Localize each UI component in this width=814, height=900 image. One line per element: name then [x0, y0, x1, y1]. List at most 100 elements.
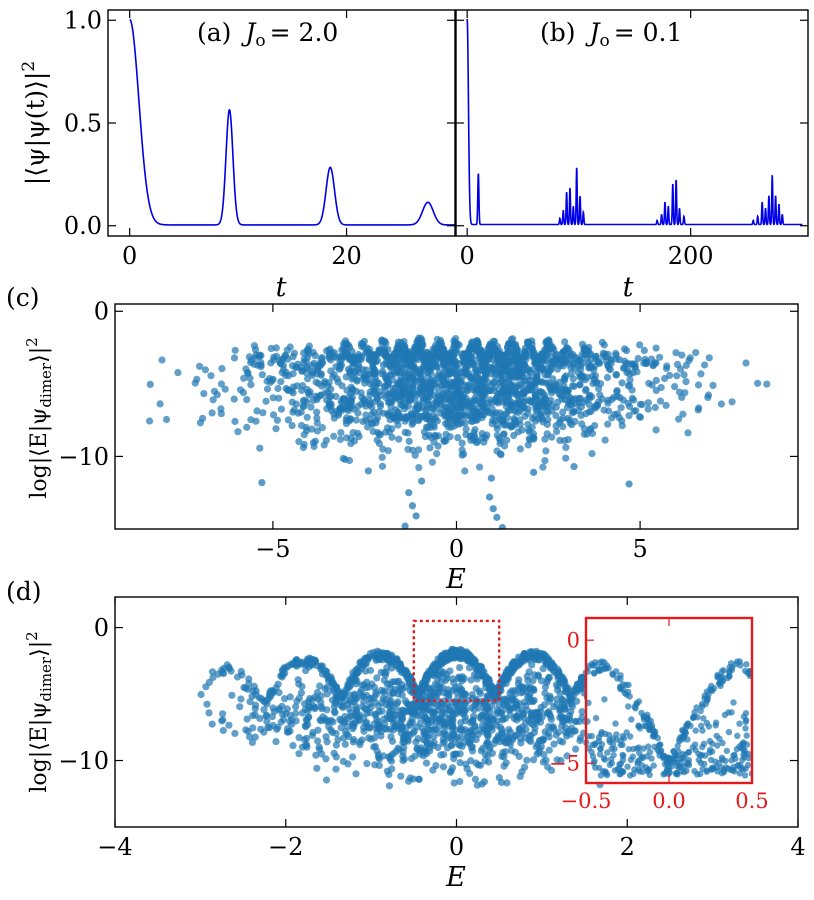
- y-tick-label: 0: [94, 614, 109, 642]
- scatter-point: [390, 351, 398, 359]
- scatter-point: [289, 742, 297, 750]
- scatter-point: [405, 777, 413, 785]
- scatter-point: [283, 725, 292, 733]
- inset-point: [694, 771, 701, 778]
- inset-point: [746, 668, 752, 675]
- inset-point: [634, 745, 641, 752]
- scatter-point: [480, 361, 488, 369]
- scatter-point: [379, 361, 387, 369]
- scatter-point: [310, 442, 318, 451]
- scatter-point: [612, 371, 621, 379]
- scatter-point: [395, 435, 403, 443]
- series-line: [129, 18, 455, 226]
- scatter-point: [337, 429, 345, 437]
- scatter-point: [454, 674, 463, 683]
- scatter-point: [541, 371, 549, 379]
- inset-point: [724, 674, 731, 682]
- scatter-point: [270, 356, 278, 364]
- scatter-point: [681, 389, 689, 397]
- scatter-point: [446, 768, 454, 776]
- scatter-point: [546, 341, 555, 349]
- inset-point: [680, 755, 688, 762]
- scatter-point: [332, 363, 340, 371]
- scatter-point: [428, 458, 436, 466]
- panel-d-frame: [114, 596, 799, 828]
- scatter-point: [174, 369, 182, 377]
- scatter-point: [295, 734, 303, 742]
- scatter-point: [583, 346, 591, 354]
- scatter-point: [397, 719, 405, 727]
- scatter-point: [354, 409, 362, 417]
- scatter-point: [348, 720, 357, 728]
- scatter-point: [467, 676, 475, 684]
- scatter-point: [205, 709, 213, 717]
- scatter-point: [428, 405, 437, 413]
- inset-point: [744, 761, 752, 769]
- inset-point: [685, 749, 692, 756]
- scatter-point: [496, 409, 504, 417]
- scatter-point: [482, 703, 490, 711]
- scatter-point: [396, 350, 404, 359]
- scatter-point: [616, 394, 624, 402]
- x-tick-label: 4: [790, 833, 805, 861]
- scatter-point: [656, 397, 665, 405]
- scatter-point: [426, 444, 434, 452]
- scatter-point: [514, 679, 523, 688]
- scatter-point: [576, 381, 584, 389]
- series-line: [466, 18, 803, 226]
- scatter-point: [325, 379, 333, 387]
- scatter-point: [541, 728, 549, 736]
- scatter-point: [322, 776, 331, 784]
- scatter-point: [380, 676, 388, 684]
- scatter-point: [524, 420, 532, 428]
- inset-point: [635, 723, 642, 730]
- inset-point: [730, 699, 737, 706]
- scatter-point: [404, 730, 413, 738]
- inset-point: [611, 745, 618, 753]
- scatter-point: [521, 719, 530, 727]
- scatter-point: [332, 765, 340, 773]
- scatter-point: [754, 379, 762, 387]
- scatter-point: [578, 708, 586, 716]
- scatter-point: [473, 781, 481, 789]
- scatter-point: [146, 417, 154, 425]
- scatter-point: [516, 406, 525, 415]
- inset-point: [616, 761, 623, 768]
- scatter-point: [478, 430, 486, 438]
- scatter-point: [450, 378, 458, 386]
- inset-point: [703, 768, 710, 775]
- scatter-point: [493, 447, 501, 455]
- scatter-point: [301, 396, 309, 404]
- scatter-point: [303, 369, 311, 377]
- scatter-point: [604, 420, 612, 428]
- scatter-point: [399, 748, 407, 756]
- scatter-point: [432, 762, 440, 770]
- inset-point: [621, 690, 628, 697]
- scatter-point: [381, 696, 389, 704]
- scatter-point: [375, 721, 383, 729]
- scatter-point: [519, 729, 527, 737]
- scatter-point: [221, 385, 229, 393]
- scatter-point: [201, 366, 209, 374]
- scatter-point: [314, 726, 322, 734]
- scatter-point: [272, 738, 280, 746]
- scatter-point: [456, 377, 464, 386]
- inset-point: [602, 730, 609, 737]
- scatter-point: [682, 378, 690, 386]
- scatter-point: [636, 341, 644, 349]
- scatter-point: [601, 436, 609, 444]
- scatter-point: [440, 437, 448, 446]
- scatter-point: [415, 446, 423, 454]
- scatter-point: [401, 361, 409, 369]
- scatter-point: [243, 715, 251, 723]
- scatter-point: [532, 389, 540, 397]
- scatter-point: [400, 338, 408, 346]
- scatter-point: [345, 393, 353, 401]
- y-tick-label: −10: [58, 443, 109, 471]
- scatter-point: [530, 468, 538, 476]
- inset-point: [588, 660, 595, 668]
- scatter-point: [441, 676, 449, 685]
- scatter-point: [476, 687, 484, 695]
- panel-c-ylabel: log|⟨E|ψdimer⟩|2: [23, 337, 55, 498]
- scatter-point: [499, 749, 507, 757]
